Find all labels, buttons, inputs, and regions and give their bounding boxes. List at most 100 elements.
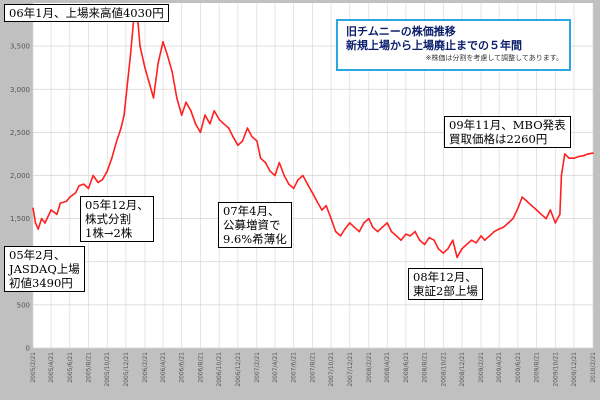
x-tick-label: 2005/8/21: [86, 352, 93, 383]
price-point: [461, 248, 463, 250]
x-tick-label: 2009/12/21: [571, 352, 578, 387]
price-point: [517, 207, 519, 210]
x-tick-label: 2009/6/21: [515, 352, 522, 383]
x-tick-label: 2008/4/21: [384, 352, 391, 383]
price-point: [470, 239, 473, 241]
price-point: [157, 62, 159, 65]
price-point: [50, 209, 52, 211]
price-point: [344, 228, 346, 230]
price-point: [274, 174, 276, 177]
price-point: [115, 140, 118, 142]
price-point: [475, 241, 477, 244]
price-point: [69, 196, 71, 198]
price-point: [241, 140, 244, 142]
chart-title-line2: 新規上場から上場廃止までの５年間: [346, 39, 522, 52]
y-tick-label: 3,500: [10, 43, 30, 51]
price-point: [106, 170, 109, 172]
price-point: [554, 222, 557, 224]
x-tick-label: 2006/2/21: [142, 352, 149, 383]
price-point: [190, 110, 192, 112]
y-tick-label: 500: [17, 301, 30, 309]
price-point: [386, 222, 389, 224]
x-tick-label: 2005/10/21: [104, 352, 111, 387]
price-point: [535, 209, 538, 211]
x-tick-label: 2009/10/21: [552, 352, 559, 387]
price-point: [82, 183, 85, 185]
annotation-all-time-high: 06年1月、上場来高値4030円: [4, 4, 169, 22]
price-point: [563, 153, 566, 155]
price-point: [139, 45, 141, 47]
price-point: [592, 152, 594, 154]
price-point: [353, 226, 356, 229]
price-point: [246, 127, 249, 129]
price-point: [180, 114, 183, 116]
price-point: [37, 228, 40, 230]
price-point: [162, 41, 164, 43]
price-point: [171, 71, 174, 73]
chart-title-note: ※株価は分割を考慮して調整してあります。: [425, 54, 563, 62]
price-point: [395, 235, 398, 237]
x-tick-label: 2009/8/21: [534, 352, 541, 383]
price-points: [32, 6, 594, 259]
price-point: [437, 248, 440, 250]
x-tick-label: 2006/8/21: [197, 352, 204, 383]
price-point: [59, 202, 62, 204]
x-tick-label: 2006/4/21: [160, 352, 167, 383]
price-point: [376, 230, 379, 233]
price-point: [209, 122, 211, 125]
price-point: [549, 209, 552, 211]
x-tick-label: 2006/6/21: [179, 352, 186, 383]
price-point: [32, 207, 34, 210]
x-tick-label: 2005/12/21: [123, 352, 130, 387]
annotation-ipo: 05年2月、 JASDAQ上場 初値3490円: [4, 246, 85, 292]
price-point: [568, 157, 570, 160]
x-tick-label: 2006/10/21: [216, 352, 223, 387]
price-point: [577, 155, 580, 158]
price-point: [530, 204, 533, 207]
price-point: [92, 174, 94, 177]
x-tick-label: 2007/12/21: [347, 352, 354, 387]
x-tick-label: 2008/8/21: [422, 352, 429, 383]
price-point: [176, 97, 178, 99]
price-point: [199, 131, 202, 134]
price-point: [302, 174, 304, 177]
price-point: [152, 97, 155, 99]
y-tick-label: 3,000: [10, 86, 30, 94]
price-point: [232, 135, 234, 138]
price-point: [111, 157, 113, 160]
price-point: [204, 114, 206, 116]
price-point: [144, 66, 146, 69]
price-point: [363, 222, 365, 224]
price-point: [213, 110, 216, 112]
price-point: [321, 209, 323, 211]
price-point: [316, 200, 318, 203]
price-point: [227, 127, 230, 129]
price-point: [405, 233, 407, 235]
price-point: [339, 235, 342, 237]
price-point: [409, 235, 412, 237]
price-point: [456, 256, 458, 259]
price-point: [368, 217, 370, 220]
price-point: [269, 170, 271, 172]
price-point: [573, 157, 575, 160]
price-point: [325, 204, 327, 207]
price-point: [256, 140, 258, 142]
y-tick-label: 1,500: [10, 215, 30, 223]
x-tick-label: 2008/2/21: [366, 352, 373, 383]
price-point: [194, 122, 197, 125]
x-axis-ticks: 2005/2/21 2005/4/21 2005/6/21 2005/8/21 2005…: [30, 352, 597, 387]
price-point: [442, 252, 445, 254]
x-tick-label: 2007/4/21: [272, 352, 279, 383]
chart-title-box: 旧チムニーの株価推移 新規上場から上場廃止までの５年間 ※株価は分割を考慮して調…: [336, 19, 571, 71]
price-point: [428, 236, 431, 239]
chart-title-line1: 旧チムニーの株価推移: [346, 25, 456, 38]
x-tick-label: 2008/6/21: [403, 352, 410, 383]
annotation-mbo: 09年11月、MBO発表 買取価格は2260円: [444, 116, 571, 148]
price-point: [306, 183, 309, 185]
y-tick-label: 2,500: [10, 129, 30, 137]
y-tick-label: 2,000: [10, 172, 30, 180]
price-point: [65, 200, 68, 203]
price-point: [358, 230, 361, 233]
price-point: [166, 53, 169, 56]
